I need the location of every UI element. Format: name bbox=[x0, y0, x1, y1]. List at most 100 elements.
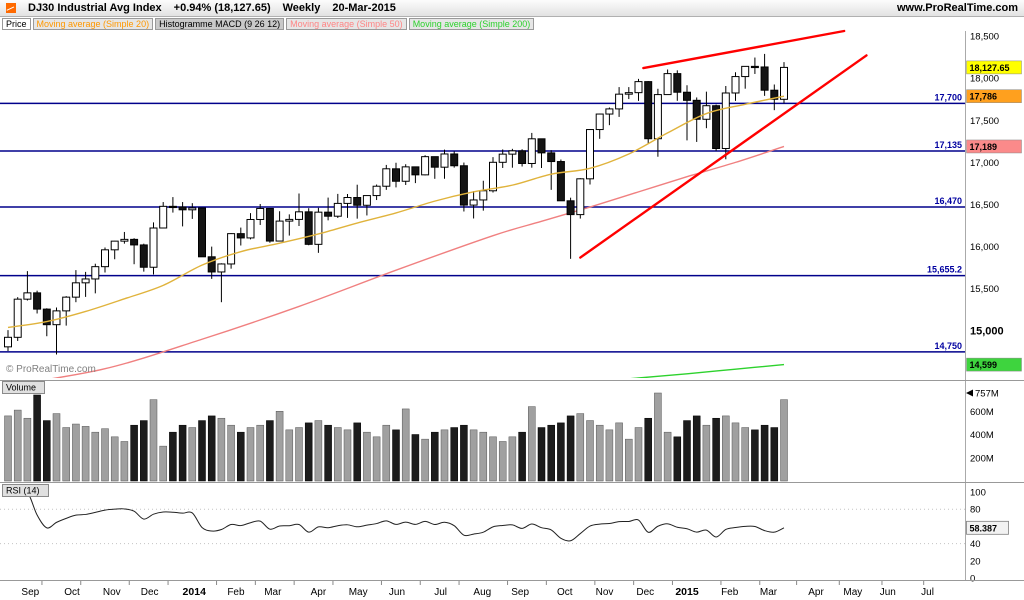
volume-tick-label: 757M bbox=[975, 389, 999, 400]
candle-body bbox=[236, 233, 245, 239]
volume-bar bbox=[489, 436, 497, 482]
volume-bar bbox=[518, 431, 526, 482]
month-label: May bbox=[349, 587, 368, 598]
candle-body bbox=[333, 202, 342, 217]
candle-body bbox=[595, 113, 604, 131]
volume-bar bbox=[673, 436, 682, 482]
volume-bar bbox=[440, 429, 449, 482]
volume-bar bbox=[120, 441, 129, 482]
volume-bar bbox=[372, 436, 381, 482]
volume-bar bbox=[401, 408, 410, 482]
price-tick-label: 17,000 bbox=[970, 158, 999, 169]
volume-bar bbox=[479, 431, 488, 482]
month-label: Oct bbox=[64, 587, 80, 598]
timeframe-label: Weekly bbox=[282, 2, 321, 14]
indicator-chip-moving-average-simple-200[interactable]: Moving average (Simple 200) bbox=[408, 18, 535, 30]
volume-bar bbox=[741, 427, 749, 482]
indicator-chip-moving-average-simple-50[interactable]: Moving average (Simple 50) bbox=[286, 18, 407, 30]
volume-bar bbox=[363, 431, 371, 482]
rsi-tick-label: 40 bbox=[970, 539, 981, 550]
candle-body bbox=[780, 66, 788, 100]
website-link[interactable]: www.ProRealTime.com bbox=[896, 2, 1018, 14]
volume-bar bbox=[576, 413, 585, 482]
indicator-chip-price[interactable]: Price bbox=[2, 18, 31, 30]
volume-bar bbox=[227, 424, 235, 482]
candle-body bbox=[401, 166, 410, 182]
candle-body bbox=[33, 292, 42, 310]
month-label: Dec bbox=[636, 587, 654, 598]
price-tick-label: 18,000 bbox=[970, 74, 999, 85]
candle-body bbox=[712, 105, 721, 149]
volume-bar bbox=[450, 427, 458, 482]
candle-body bbox=[673, 73, 682, 93]
candle-body bbox=[537, 138, 546, 154]
candle-body bbox=[624, 92, 633, 95]
volume-bars bbox=[4, 392, 788, 482]
month-label: Feb bbox=[227, 587, 245, 598]
trend-line[interactable] bbox=[642, 29, 846, 70]
ma200-badge bbox=[966, 357, 1022, 372]
candle-body bbox=[353, 197, 362, 206]
volume-bar bbox=[780, 399, 788, 482]
volume-bar bbox=[266, 420, 274, 482]
candle-body bbox=[343, 197, 352, 204]
month-label: Jul bbox=[434, 587, 447, 598]
time-axis[interactable]: Sep Oct Nov Dec 2014 Feb Mar Apr May Jun Jul Aug Sep… bbox=[0, 580, 1024, 599]
candle-body bbox=[42, 308, 51, 326]
volume-bar bbox=[334, 427, 342, 482]
candle-body bbox=[556, 161, 565, 202]
candle-body bbox=[760, 66, 769, 91]
volume-bar bbox=[692, 415, 701, 482]
volume-bar bbox=[130, 424, 138, 482]
candle-body bbox=[527, 138, 536, 164]
candle-body bbox=[498, 153, 507, 163]
volume-panel[interactable]: 757M 600M 400M 200M Volume bbox=[0, 380, 1024, 482]
candle-body bbox=[120, 238, 129, 242]
volume-bar bbox=[605, 429, 614, 482]
candle-body bbox=[275, 220, 284, 242]
candle-body bbox=[382, 168, 391, 187]
price-panel[interactable]: 17,700 17,135 16,470 15,655.2 14,750 © ProRea… bbox=[0, 29, 965, 386]
support-line-label: 17,135 bbox=[934, 140, 962, 150]
price-tick-label: 16,000 bbox=[970, 242, 999, 253]
ma200-badge-value: 14,599 bbox=[970, 360, 998, 370]
volume-label-box[interactable] bbox=[2, 381, 45, 394]
candle-body bbox=[314, 211, 323, 245]
candle-body bbox=[81, 278, 90, 284]
indicator-chip-histogramme-macd-9-26-12[interactable]: Histogramme MACD (9 26 12) bbox=[155, 18, 285, 30]
month-label: Aug bbox=[473, 587, 491, 598]
rsi-panel[interactable]: 100 80 40 20 0 58.387 RSI (14) bbox=[0, 482, 1024, 585]
volume-bar bbox=[256, 424, 264, 482]
volume-bar bbox=[421, 438, 429, 482]
trend-line[interactable] bbox=[579, 54, 868, 259]
volume-bar bbox=[33, 394, 41, 482]
candle-body bbox=[663, 73, 672, 96]
rsi-value-badge bbox=[966, 520, 1009, 535]
month-label: Apr bbox=[311, 587, 327, 598]
copyright-label: © ProRealTime.com bbox=[6, 364, 96, 375]
volume-bar bbox=[4, 415, 12, 482]
volume-bar bbox=[770, 427, 779, 482]
volume-bar bbox=[760, 424, 769, 482]
volume-bar bbox=[392, 429, 400, 482]
candle-body bbox=[159, 205, 168, 229]
price-axis[interactable]: 18,500 18,000 17,500 17,000 16,500 16,000 15,5… bbox=[965, 31, 1022, 581]
candle-body bbox=[440, 153, 449, 168]
date-label: 20-Mar-2015 bbox=[332, 2, 396, 14]
rsi-tick-label: 20 bbox=[970, 556, 981, 567]
indicator-chip-moving-average-simple-20[interactable]: Moving average (Simple 20) bbox=[32, 18, 154, 30]
volume-bar bbox=[52, 413, 61, 482]
rsi-tick-label: 80 bbox=[970, 505, 981, 516]
month-label: Apr bbox=[808, 587, 824, 598]
candle-body bbox=[13, 298, 22, 338]
volume-bar bbox=[528, 406, 536, 482]
volume-bar bbox=[634, 427, 643, 482]
rsi-label-box[interactable] bbox=[2, 484, 49, 497]
volume-bar bbox=[411, 434, 420, 482]
month-label: Nov bbox=[103, 587, 121, 598]
volume-bar bbox=[188, 427, 197, 482]
volume-bar bbox=[353, 422, 361, 482]
volume-bar bbox=[304, 422, 313, 482]
